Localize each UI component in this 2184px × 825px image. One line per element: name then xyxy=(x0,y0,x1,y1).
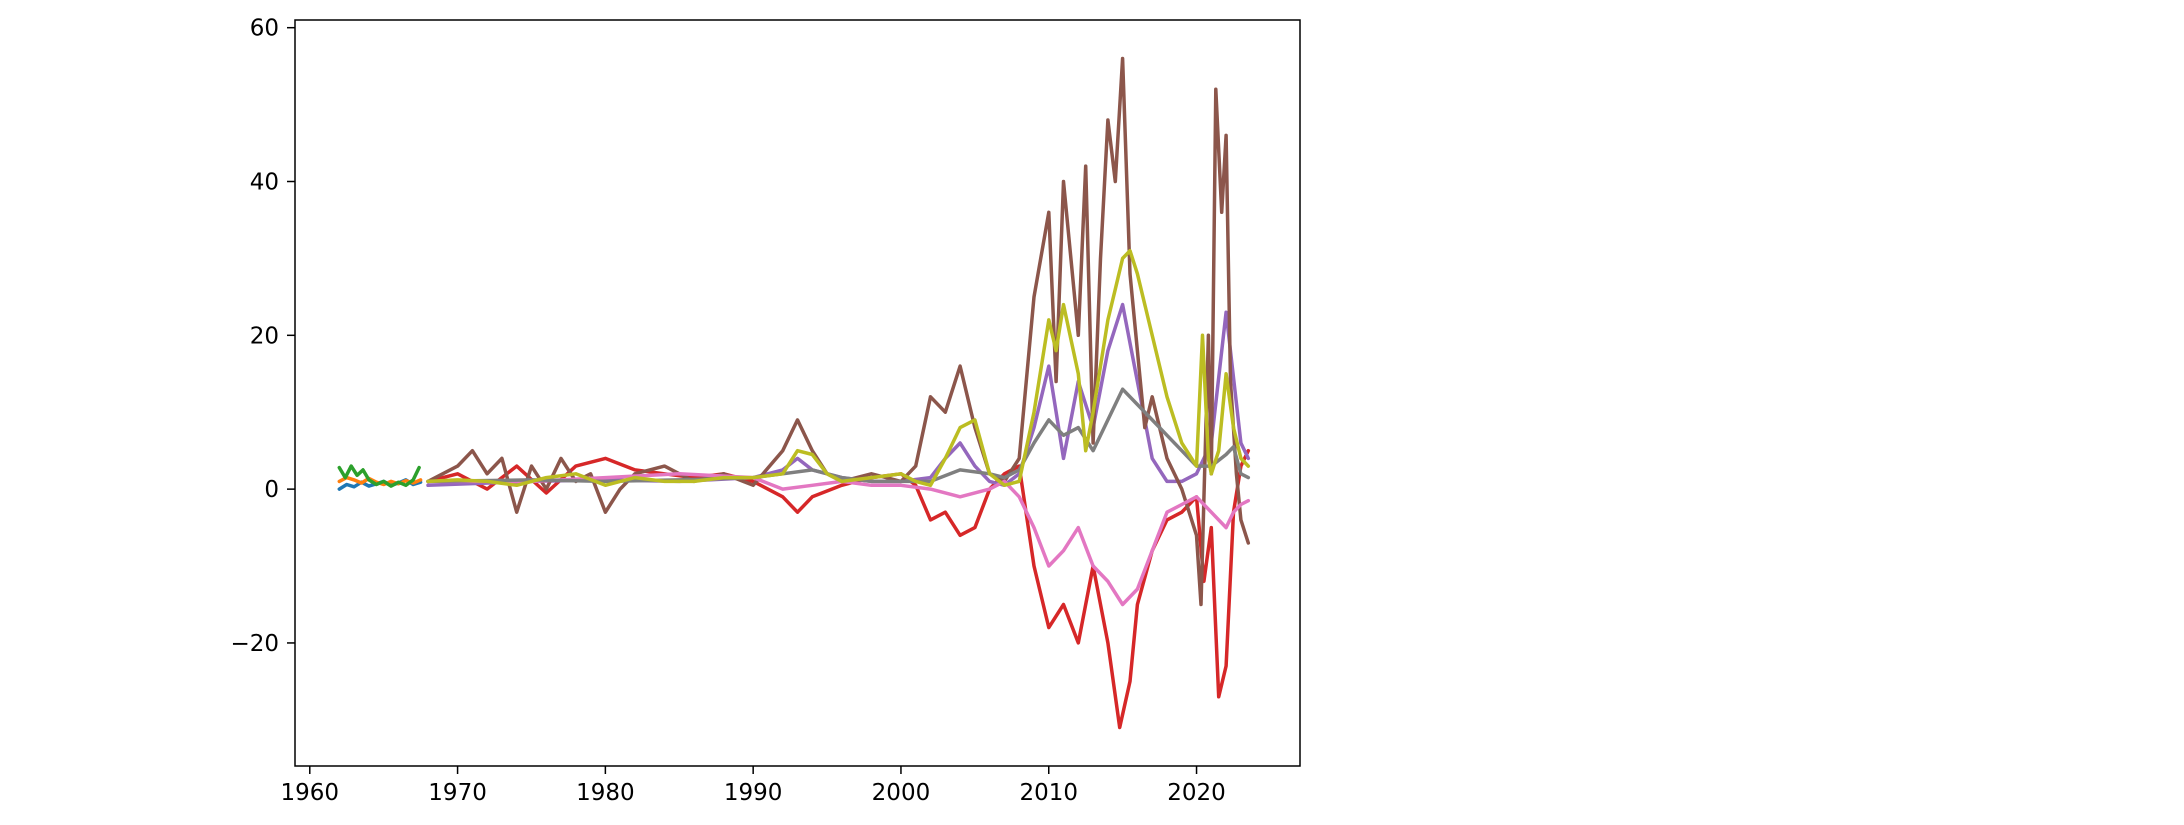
series-line-7 xyxy=(426,472,1251,607)
plot-frame xyxy=(294,19,1301,767)
series-line-3 xyxy=(337,464,421,488)
series-line-6 xyxy=(426,56,1251,607)
x-axis: 1960 1970 1980 1990 2000 2010 2020 xyxy=(281,766,1226,806)
x-tick-label: 1980 xyxy=(576,780,635,806)
y-tick-label: 60 xyxy=(250,16,279,42)
series-line-8 xyxy=(426,387,1251,484)
y-tick-label: 0 xyxy=(264,477,279,503)
y-axis: −20 0 20 40 60 xyxy=(230,16,295,657)
y-tick-label: −20 xyxy=(230,631,279,657)
x-tick-label: 2020 xyxy=(1167,780,1226,806)
y-tick-label: 40 xyxy=(250,170,279,196)
series-line-9 xyxy=(426,248,1251,488)
series-line-4 xyxy=(426,448,1251,730)
series-layer xyxy=(337,56,1251,730)
x-tick-label: 1990 xyxy=(724,780,783,806)
y-tick-label: 20 xyxy=(250,323,279,349)
series-line-5 xyxy=(426,302,1251,488)
x-tick-label: 2000 xyxy=(872,780,931,806)
x-tick-label: 1960 xyxy=(281,780,340,806)
x-tick-label: 2010 xyxy=(1019,780,1078,806)
x-tick-label: 1970 xyxy=(428,780,487,806)
